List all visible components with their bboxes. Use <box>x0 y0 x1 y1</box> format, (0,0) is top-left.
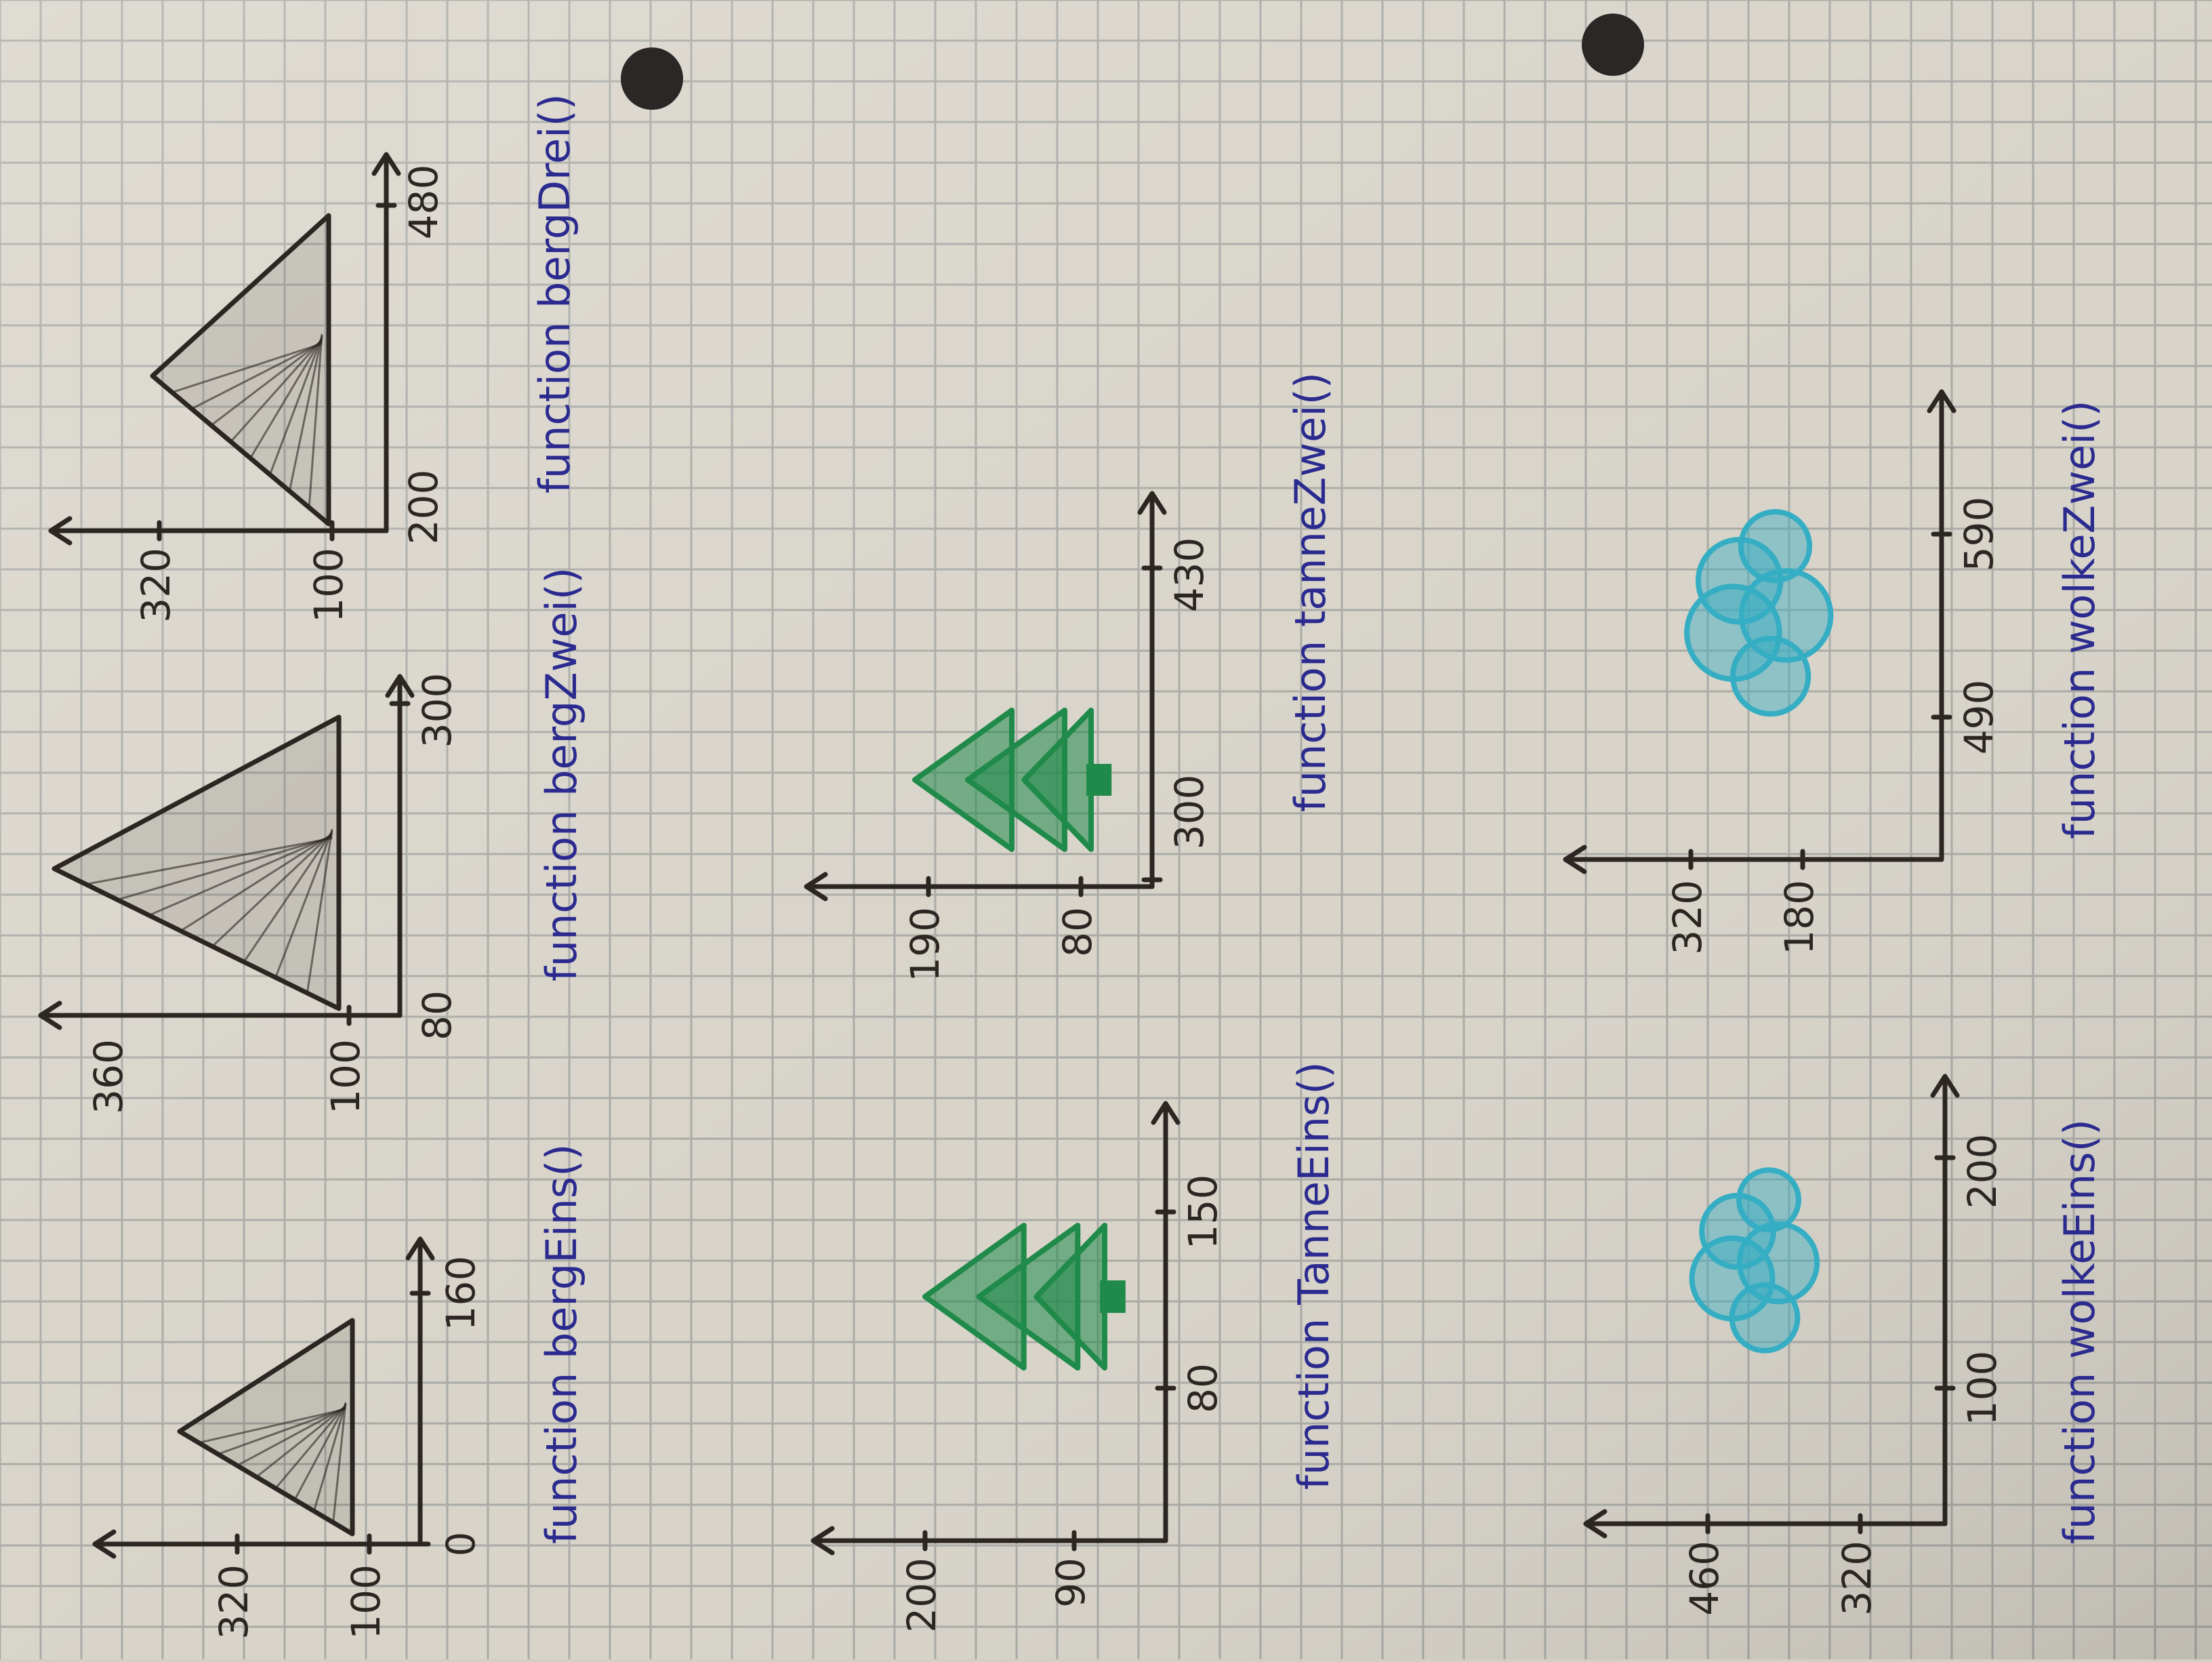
y-tick-label: 320 <box>1834 1541 1880 1616</box>
x-tick-label: 430 <box>1166 538 1212 613</box>
hatch-line <box>237 1406 346 1467</box>
function-label: function bergZwei() <box>537 567 586 981</box>
x-tick-label: 590 <box>1956 497 2002 572</box>
hatch-line <box>274 1404 347 1489</box>
hatch-line <box>210 340 323 426</box>
hatch-line <box>243 831 333 963</box>
hatch-line <box>293 1404 347 1501</box>
y-tick-label: 80 <box>1054 907 1101 957</box>
y-tick-label: 460 <box>1681 1541 1727 1616</box>
hatch-line <box>171 342 323 394</box>
y-tick-label: 320 <box>133 548 179 623</box>
hatch-line <box>230 339 323 443</box>
function-label: function tanneZwei() <box>1286 372 1335 812</box>
fir-tree-icon <box>922 1223 1126 1371</box>
diagram-bergeins: 320 100 0 160 function bergEins() <box>92 1143 586 1640</box>
function-label: function bergEins() <box>537 1143 586 1544</box>
axis-lines <box>811 1101 1181 1556</box>
mountain-icon <box>177 1318 355 1537</box>
y-tick-label: 100 <box>343 1564 389 1640</box>
cloud-icon <box>1684 508 1834 717</box>
y-tick-label: 320 <box>1664 880 1711 955</box>
hatch-line <box>308 333 323 508</box>
hatch-line <box>180 833 333 932</box>
hatch-line <box>249 338 323 459</box>
axis-lines <box>48 152 401 546</box>
x-tick-label: 490 <box>1956 680 2002 755</box>
x-tick-label: 0 <box>438 1532 484 1557</box>
cloud-icon <box>1689 1167 1820 1354</box>
sketch-content: 320 100 0 160 function bergEins() 360 10… <box>38 94 2104 1640</box>
punch-hole <box>621 47 683 110</box>
x-tick-label: 160 <box>438 1256 484 1331</box>
cloud-puff <box>1736 1167 1801 1233</box>
x-tick-label: 300 <box>1166 775 1212 850</box>
cloud-puff <box>1738 568 1834 663</box>
diagram-tannezwei: 190 80 300 430 function tanneZwei() <box>804 372 1335 982</box>
function-label: function wolkeEins() <box>2055 1119 2104 1544</box>
y-tick-label: 320 <box>211 1564 257 1640</box>
x-tick-label: 300 <box>414 673 460 748</box>
diagram-wolkeeins: 460 320 100 200 function wolkeEins() <box>1583 1074 2104 1616</box>
hatch-line <box>117 836 333 901</box>
x-tick-label: 150 <box>1180 1175 1226 1250</box>
y-tick-label: 90 <box>1048 1558 1094 1608</box>
cloud-puff <box>1738 508 1813 584</box>
hatch-line <box>148 834 333 916</box>
hatch-line <box>306 829 333 994</box>
x-tick-label: 80 <box>414 990 460 1040</box>
y-tick-label: 100 <box>323 1039 369 1114</box>
function-label: function wolkeZwei() <box>2055 400 2104 839</box>
punch-hole <box>1582 14 1644 76</box>
axis-lines <box>804 491 1167 901</box>
x-tick-label: 100 <box>1959 1351 2005 1426</box>
y-tick-label: 180 <box>1776 880 1822 955</box>
y-tick-label: 190 <box>902 907 948 982</box>
x-tick-label: 80 <box>1180 1363 1226 1413</box>
x-tick-label: 200 <box>1959 1134 2005 1209</box>
tree-trunk <box>1086 764 1112 796</box>
y-tick-label: 200 <box>899 1558 945 1633</box>
mountain-icon <box>150 213 331 527</box>
hatch-line <box>85 837 333 886</box>
hatch-line <box>288 335 323 491</box>
tree-trunk <box>1100 1280 1126 1313</box>
diagram-bergdrei: 320 100 200 480 function bergDrei() <box>48 94 579 623</box>
y-tick-label: 360 <box>85 1039 131 1114</box>
hatch-line <box>198 1408 346 1444</box>
mountain-icon <box>52 714 342 1011</box>
diagram-wolkezwei: 320 180 490 590 function wolkeZwei() <box>1563 389 2104 955</box>
hatch-line <box>312 1403 347 1512</box>
axis-lines <box>92 1236 435 1559</box>
cloud-puff <box>1736 1221 1820 1305</box>
axis-lines <box>38 674 415 1030</box>
function-label: function bergDrei() <box>530 94 579 493</box>
x-tick-label: 480 <box>401 165 447 240</box>
hatch-line <box>211 832 333 948</box>
function-label: function TanneEins() <box>1289 1061 1338 1490</box>
diagram-tanneeins: 200 90 80 150 function TanneEins() <box>811 1061 1338 1633</box>
fir-tree-icon <box>912 708 1112 852</box>
axis-lines <box>1563 389 1957 874</box>
hatch-line <box>274 830 333 978</box>
hatch-line <box>255 1405 346 1478</box>
hatch-line <box>268 336 323 475</box>
y-tick-label: 100 <box>306 548 352 623</box>
hatch-line <box>332 1402 347 1523</box>
x-tick-label: 200 <box>401 470 447 545</box>
axis-lines <box>1583 1074 1960 1539</box>
diagram-bergzwei: 360 100 80 300 function bergZwei() <box>38 567 586 1114</box>
hatch-line <box>191 341 323 410</box>
hatch-line <box>218 1407 346 1455</box>
